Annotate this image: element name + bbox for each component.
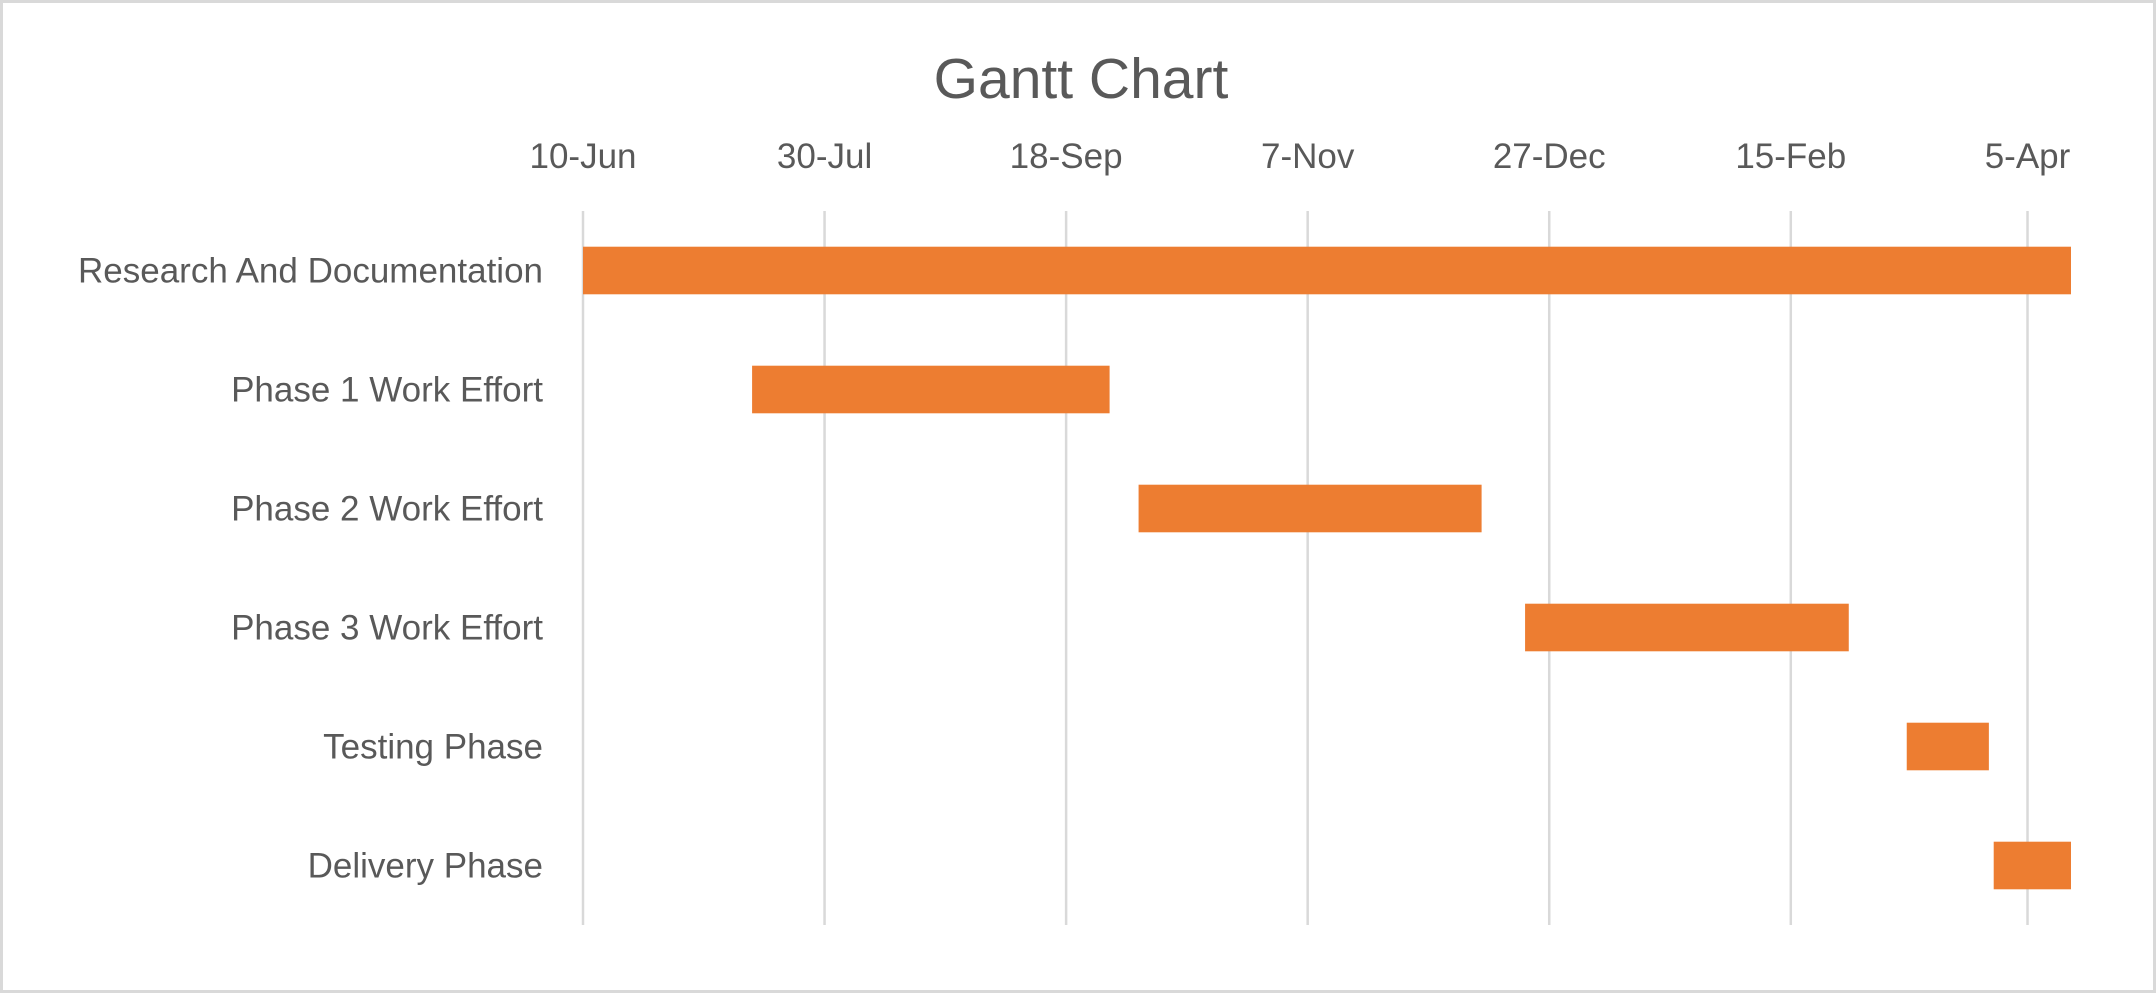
category-label: Delivery Phase xyxy=(308,847,543,886)
task-bar xyxy=(1906,722,1989,771)
gridlines xyxy=(581,211,2029,925)
task-bar xyxy=(1993,841,2071,890)
x-tick-label: 18-Sep xyxy=(1010,137,1123,176)
gantt-chart: Gantt Chart 10-Jun 30-Jul 18-Sep 7-Nov 27-De… xyxy=(78,47,2071,925)
category-label: Phase 2 Work Effort xyxy=(231,490,543,529)
x-tick-label: 27-Dec xyxy=(1493,137,1606,176)
category-labels: Research And Documentation Phase 1 Work E… xyxy=(78,252,543,886)
task-bar xyxy=(583,246,2071,295)
chart-title: Gantt Chart xyxy=(934,47,1229,111)
category-label: Testing Phase xyxy=(323,728,543,767)
category-label: Research And Documentation xyxy=(78,252,543,291)
category-label: Phase 3 Work Effort xyxy=(231,609,543,648)
task-bar xyxy=(752,365,1110,414)
x-tick-label: 7-Nov xyxy=(1261,137,1355,176)
x-tick-label: 15-Feb xyxy=(1735,137,1846,176)
task-bar xyxy=(1525,603,1849,652)
category-label: Phase 1 Work Effort xyxy=(231,371,543,410)
x-tick-label: 30-Jul xyxy=(777,137,872,176)
task-bars xyxy=(583,246,2071,890)
task-bar xyxy=(1138,484,1482,533)
x-axis-ticks: 10-Jun 30-Jul 18-Sep 7-Nov 27-Dec 15-Feb 5-Apr xyxy=(529,137,2070,176)
x-tick-label: 5-Apr xyxy=(1985,137,2071,176)
x-tick-label: 10-Jun xyxy=(529,137,636,176)
